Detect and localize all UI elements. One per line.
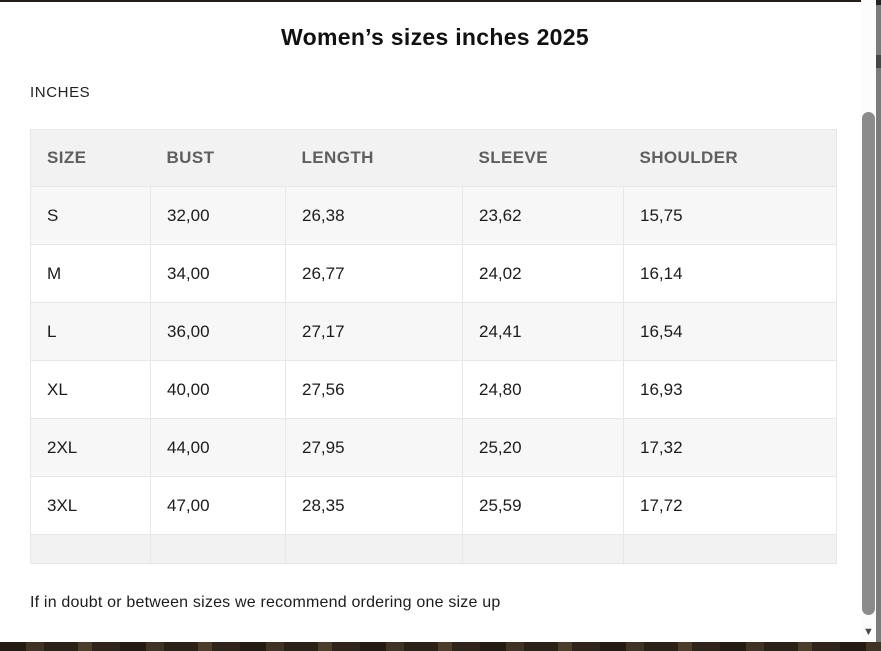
cell-length: 28,35 [285, 476, 463, 535]
empty-cell [150, 534, 286, 564]
table-row-3xl: 3XL 47,00 28,35 25,59 17,72 [30, 476, 837, 535]
cell-bust: 40,00 [150, 360, 286, 419]
size-table: SIZE BUST LENGTH SLEEVE SHOULDER S 32,00… [30, 129, 837, 564]
table-empty-row [30, 534, 837, 564]
cell-shoulder: 16,93 [623, 360, 837, 419]
units-label: INCHES [30, 84, 91, 101]
table-header-row: SIZE BUST LENGTH SLEEVE SHOULDER [30, 129, 837, 187]
cell-size: L [30, 302, 151, 361]
cell-size: 2XL [30, 418, 151, 477]
page-background-edge-bottom [0, 642, 881, 651]
cell-bust: 36,00 [150, 302, 286, 361]
sizing-advice-note: If in doubt or between sizes we recommen… [30, 594, 501, 611]
cell-sleeve: 23,62 [462, 186, 624, 245]
cell-size: M [30, 244, 151, 303]
page-background-edge-right [876, 0, 881, 642]
column-header-bust: BUST [150, 129, 286, 187]
cell-sleeve: 24,41 [462, 302, 624, 361]
scrollbar-thumb[interactable] [862, 112, 875, 615]
column-header-length: LENGTH [285, 129, 463, 187]
cell-length: 27,95 [285, 418, 463, 477]
table-row-2xl: 2XL 44,00 27,95 25,20 17,32 [30, 418, 837, 477]
page-background-mark [876, 0, 881, 5]
column-header-size: SIZE [30, 129, 151, 187]
cell-shoulder: 15,75 [623, 186, 837, 245]
cell-sleeve: 24,02 [462, 244, 624, 303]
cell-bust: 32,00 [150, 186, 286, 245]
page-background-edge-left [0, 0, 9, 651]
cell-sleeve: 24,80 [462, 360, 624, 419]
cell-length: 27,56 [285, 360, 463, 419]
scrollbar-down-button[interactable]: ▼ [861, 624, 876, 640]
cell-size: XL [30, 360, 151, 419]
column-header-sleeve: SLEEVE [462, 129, 624, 187]
cell-shoulder: 16,14 [623, 244, 837, 303]
cell-bust: 47,00 [150, 476, 286, 535]
empty-cell [462, 534, 624, 564]
table-row-s: S 32,00 26,38 23,62 15,75 [30, 186, 837, 245]
cell-bust: 34,00 [150, 244, 286, 303]
cell-size: 3XL [30, 476, 151, 535]
cell-length: 26,38 [285, 186, 463, 245]
chevron-down-icon: ▼ [863, 626, 874, 638]
table-row-l: L 36,00 27,17 24,41 16,54 [30, 302, 837, 361]
cell-length: 26,77 [285, 244, 463, 303]
page-background-mark [876, 55, 881, 68]
cell-sleeve: 25,59 [462, 476, 624, 535]
cell-shoulder: 17,32 [623, 418, 837, 477]
empty-cell [623, 534, 837, 564]
page-background-edge-top [0, 0, 861, 2]
cell-shoulder: 17,72 [623, 476, 837, 535]
size-chart-modal: Women’s sizes inches 2025 INCHES SIZE BU… [9, 2, 861, 642]
cell-sleeve: 25,20 [462, 418, 624, 477]
column-header-shoulder: SHOULDER [623, 129, 837, 187]
cell-shoulder: 16,54 [623, 302, 837, 361]
empty-cell [30, 534, 151, 564]
table-row-m: M 34,00 26,77 24,02 16,14 [30, 244, 837, 303]
cell-bust: 44,00 [150, 418, 286, 477]
table-row-xl: XL 40,00 27,56 24,80 16,93 [30, 360, 837, 419]
empty-cell [285, 534, 463, 564]
modal-title: Women’s sizes inches 2025 [281, 24, 589, 50]
cell-size: S [30, 186, 151, 245]
cell-length: 27,17 [285, 302, 463, 361]
scrollbar[interactable]: ▼ [861, 0, 876, 642]
